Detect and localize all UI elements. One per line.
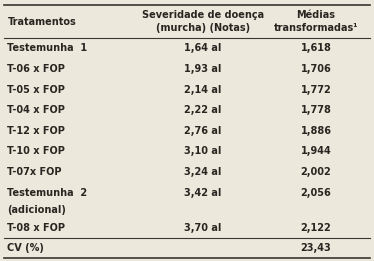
Text: Testemunha  2: Testemunha 2 <box>7 187 88 198</box>
Text: 3,70 al: 3,70 al <box>184 223 221 233</box>
Text: 3,42 al: 3,42 al <box>184 187 221 198</box>
Text: T-08 x FOP: T-08 x FOP <box>7 223 65 233</box>
Text: 3,10 al: 3,10 al <box>184 146 221 156</box>
Text: 1,618: 1,618 <box>301 43 331 54</box>
Text: 1,64 al: 1,64 al <box>184 43 221 54</box>
Text: T-12 x FOP: T-12 x FOP <box>7 126 65 136</box>
Text: Tratamentos: Tratamentos <box>7 17 76 27</box>
Text: 2,76 al: 2,76 al <box>184 126 221 136</box>
Text: T-05 x FOP: T-05 x FOP <box>7 85 65 94</box>
Text: 1,778: 1,778 <box>301 105 331 115</box>
Text: 1,93 al: 1,93 al <box>184 64 221 74</box>
Text: 1,772: 1,772 <box>301 85 331 94</box>
Text: 2,002: 2,002 <box>301 167 331 177</box>
Text: CV (%): CV (%) <box>7 243 45 253</box>
Text: Testemunha  1: Testemunha 1 <box>7 43 88 54</box>
Text: 23,43: 23,43 <box>301 243 331 253</box>
Text: Médias
transformadas¹: Médias transformadas¹ <box>274 10 358 33</box>
Text: T-07x FOP: T-07x FOP <box>7 167 62 177</box>
Text: 1,944: 1,944 <box>301 146 331 156</box>
Text: T-04 x FOP: T-04 x FOP <box>7 105 65 115</box>
Text: 3,24 al: 3,24 al <box>184 167 221 177</box>
Text: Severidade de doença
(murcha) (Notas): Severidade de doença (murcha) (Notas) <box>142 10 264 33</box>
Text: 1,706: 1,706 <box>301 64 331 74</box>
Text: T-10 x FOP: T-10 x FOP <box>7 146 65 156</box>
Text: 2,22 al: 2,22 al <box>184 105 221 115</box>
Text: 1,886: 1,886 <box>301 126 331 136</box>
Text: T-06 x FOP: T-06 x FOP <box>7 64 65 74</box>
Text: 2,122: 2,122 <box>301 223 331 233</box>
Text: (adicional): (adicional) <box>7 205 66 215</box>
Text: 2,056: 2,056 <box>301 187 331 198</box>
Text: 2,14 al: 2,14 al <box>184 85 221 94</box>
